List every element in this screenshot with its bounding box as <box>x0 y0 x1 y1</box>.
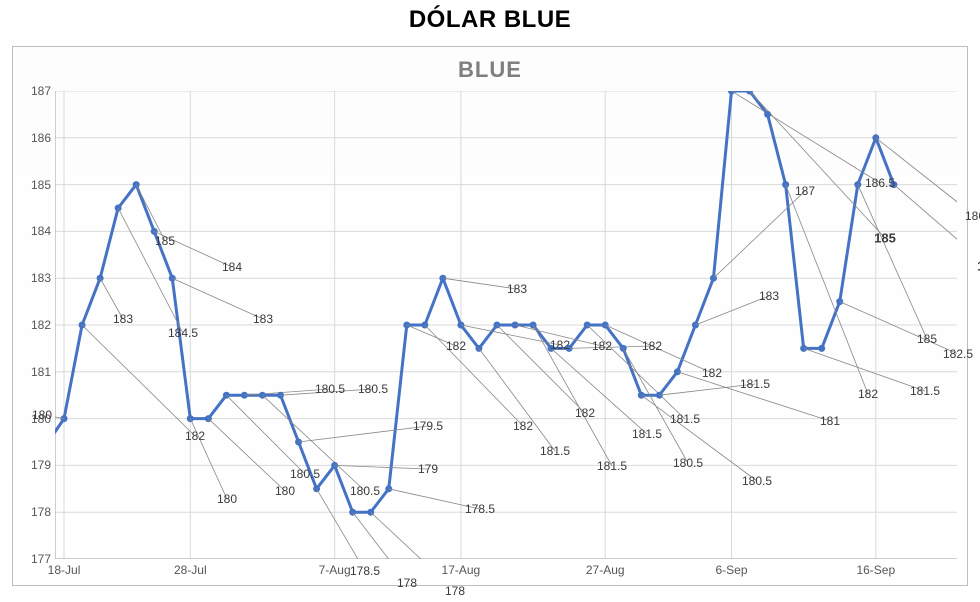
data-label: 178 <box>397 576 417 590</box>
x-tick-label: 28-Jul <box>174 563 207 577</box>
data-label: 178 <box>445 584 465 598</box>
series-line <box>55 91 894 512</box>
x-tick-label: 17-Aug <box>442 563 481 577</box>
chart-container: BLUE 177 178 179 180 181 182 183 184 185 186 187 18… <box>12 46 968 586</box>
page: DÓLAR BLUE BLUE 177 178 179 180 181 182 183 184… <box>0 0 980 602</box>
y-tick-label: 183 <box>17 271 51 285</box>
y-tick-label: 184 <box>17 224 51 238</box>
y-tick-label: 186 <box>17 131 51 145</box>
data-label: 178.5 <box>350 564 380 578</box>
x-tick-label: 7-Aug <box>319 563 351 577</box>
x-tick-label: 18-Jul <box>48 563 81 577</box>
chart-subtitle: BLUE <box>13 57 967 83</box>
chart-svg <box>55 91 957 559</box>
x-tick-label: 6-Sep <box>715 563 747 577</box>
y-tick-label: 181 <box>17 365 51 379</box>
y-tick-label: 179 <box>17 458 51 472</box>
plot-area <box>55 91 957 559</box>
y-tick-label: 178 <box>17 505 51 519</box>
y-tick-label: 187 <box>17 84 51 98</box>
y-tick-label: 182 <box>17 318 51 332</box>
main-title: DÓLAR BLUE <box>0 6 980 34</box>
data-label: 186 <box>965 209 980 223</box>
y-tick-label: 185 <box>17 178 51 192</box>
data-point <box>764 111 771 118</box>
data-point <box>818 345 825 352</box>
data-point <box>61 415 68 422</box>
x-tick-label: 16-Sep <box>856 563 895 577</box>
x-tick-label: 27-Aug <box>586 563 625 577</box>
y-tick-label: 177 <box>17 552 51 566</box>
y-tick-label: 180 <box>17 412 51 426</box>
